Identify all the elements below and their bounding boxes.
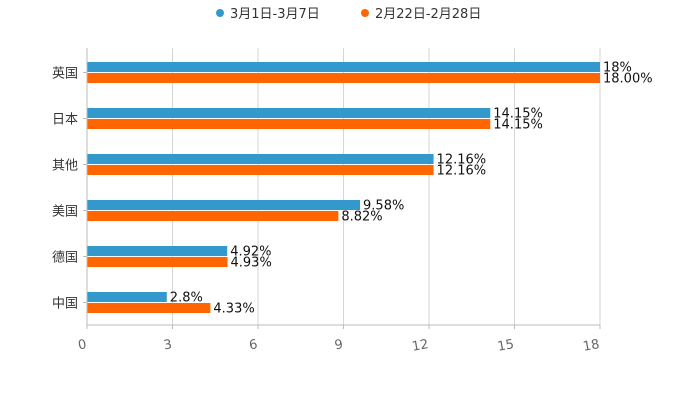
data-label-1-0: 18.00% bbox=[603, 72, 653, 87]
legend: 3月1日-3月7日 2月22日-2月28日 bbox=[216, 7, 481, 22]
data-label-1-3: 8.82% bbox=[341, 210, 382, 225]
x-tick-label-5: 15 bbox=[496, 337, 515, 355]
bar-1-5[interactable] bbox=[87, 303, 211, 313]
legend-label-1[interactable]: 2月22日-2月28日 bbox=[375, 7, 481, 22]
bar-0-3[interactable] bbox=[87, 200, 361, 210]
x-tick-label-4: 12 bbox=[411, 337, 430, 355]
grid bbox=[172, 48, 601, 325]
bar-0-5[interactable] bbox=[87, 292, 167, 302]
data-label-0-4: 4.92% bbox=[230, 245, 271, 260]
bar-0-2[interactable] bbox=[87, 154, 434, 164]
bars: 18%18.00% 14.15%14.15% 12.16%12.16% 9.58%8.… bbox=[87, 61, 653, 317]
x-tick-label-3: 9 bbox=[333, 337, 344, 353]
bar-1-4[interactable] bbox=[87, 257, 228, 267]
x-tick-label-1: 3 bbox=[162, 337, 173, 353]
data-label-0-0: 18% bbox=[603, 61, 632, 76]
category-label-5: 中国 bbox=[52, 297, 78, 312]
data-label-1-4: 4.93% bbox=[231, 256, 272, 271]
legend-label-0[interactable]: 3月1日-3月7日 bbox=[230, 7, 320, 22]
data-label-0-3: 9.58% bbox=[363, 199, 404, 214]
bar-0-0[interactable] bbox=[87, 62, 600, 72]
data-label-1-2: 12.16% bbox=[437, 164, 487, 179]
data-label-0-5: 2.8% bbox=[170, 291, 203, 306]
bar-0-4[interactable] bbox=[87, 246, 228, 256]
category-label-1: 日本 bbox=[52, 113, 78, 128]
legend-marker-1 bbox=[361, 9, 369, 17]
data-label-0-2: 12.16% bbox=[437, 153, 487, 168]
data-label-1-5: 4.33% bbox=[213, 302, 254, 317]
data-label-1-1: 14.15% bbox=[493, 118, 543, 133]
x-tick-label-2: 6 bbox=[248, 337, 259, 353]
x-tick-label-0: 0 bbox=[77, 337, 88, 353]
category-label-3: 美国 bbox=[52, 205, 78, 220]
bar-0-1[interactable] bbox=[87, 108, 491, 118]
bar-1-3[interactable] bbox=[87, 211, 339, 221]
bar-1-0[interactable] bbox=[87, 73, 600, 83]
legend-marker-0 bbox=[216, 9, 224, 17]
x-tick-label-6: 18 bbox=[582, 337, 601, 355]
data-label-0-1: 14.15% bbox=[493, 107, 543, 122]
category-label-2: 其他 bbox=[52, 159, 78, 174]
bar-1-1[interactable] bbox=[87, 119, 491, 129]
category-label-0: 英国 bbox=[52, 67, 78, 82]
bar-1-2[interactable] bbox=[87, 165, 434, 175]
category-label-4: 德国 bbox=[52, 251, 78, 266]
